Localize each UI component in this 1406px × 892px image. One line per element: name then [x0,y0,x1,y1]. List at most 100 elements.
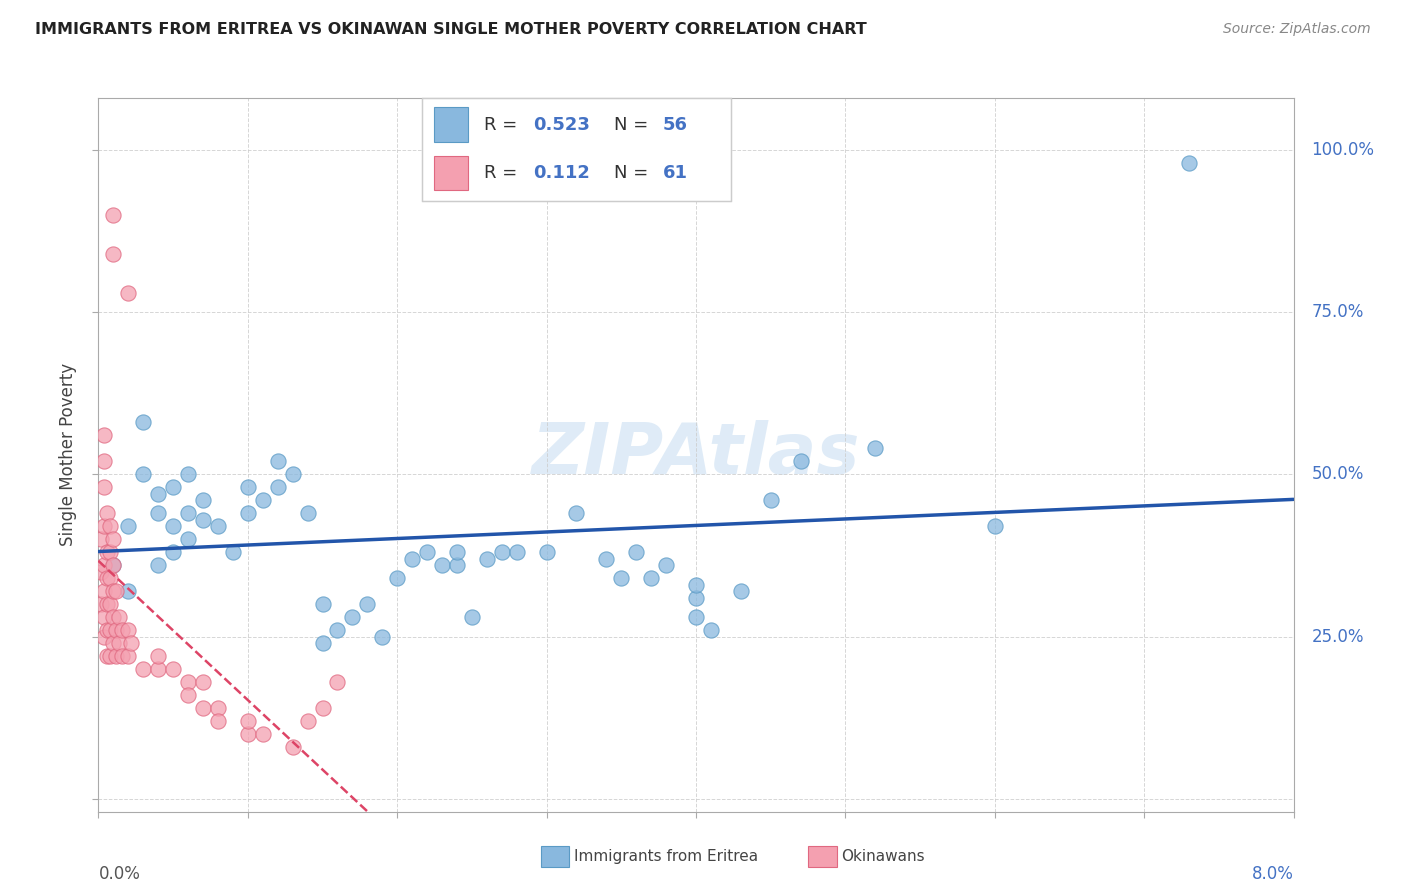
Point [105,623,128,637]
Text: IMMIGRANTS FROM ERITREA VS OKINAWAN SINGLE MOTHER POVERTY CORRELATION CHART: IMMIGRANTS FROM ERITREA VS OKINAWAN SING… [35,22,868,37]
Point [103,636,125,650]
Point [103,584,125,599]
Point [267,480,290,494]
Point [595,551,617,566]
Point [401,551,423,566]
FancyBboxPatch shape [434,155,468,190]
Point [281,739,304,754]
Point [117,285,139,300]
Point [207,701,229,715]
Point [356,597,378,611]
Point [93,630,115,644]
Point [536,545,558,559]
Text: 56: 56 [664,116,688,134]
Point [789,454,811,468]
Point [162,480,184,494]
Point [191,701,214,715]
Point [98,519,122,533]
Text: N =: N = [613,116,654,134]
Point [108,636,131,650]
Point [191,513,214,527]
Point [162,662,184,676]
Point [103,610,125,624]
Point [103,558,125,573]
Point [90,597,112,611]
Point [1178,156,1201,170]
Point [371,630,394,644]
Point [120,636,142,650]
Point [117,519,139,533]
Point [103,208,125,222]
Point [148,506,170,520]
Point [685,577,707,591]
Point [281,467,304,482]
Point [655,558,678,573]
Point [108,610,131,624]
Point [90,565,112,579]
Point [96,506,118,520]
Point [132,467,155,482]
Point [162,545,184,559]
Text: ZIPAtlas: ZIPAtlas [531,420,860,490]
Point [177,533,200,547]
Point [236,506,259,520]
Point [446,545,468,559]
Point [148,648,170,663]
Point [103,247,125,261]
Text: Okinawans: Okinawans [841,849,924,863]
Point [93,428,115,442]
Point [863,442,886,456]
Point [90,533,112,547]
Point [148,487,170,501]
Point [111,648,134,663]
Point [311,597,333,611]
Text: Immigrants from Eritrea: Immigrants from Eritrea [574,849,758,863]
Point [565,506,588,520]
Point [148,558,170,573]
Point [103,533,125,547]
Point [252,493,274,508]
Point [207,519,229,533]
Point [191,675,214,690]
Point [96,648,118,663]
Text: 0.112: 0.112 [533,164,591,182]
Point [416,545,439,559]
Point [222,545,245,559]
Point [506,545,529,559]
Point [624,545,647,559]
Point [103,558,125,573]
Text: N =: N = [613,164,654,182]
Point [177,506,200,520]
Text: 8.0%: 8.0% [1251,865,1294,883]
Point [93,519,115,533]
Point [430,558,453,573]
Point [98,597,122,611]
Point [98,648,122,663]
Point [93,610,115,624]
Text: R =: R = [484,164,529,182]
Point [326,623,349,637]
Point [685,591,707,605]
Point [93,584,115,599]
Point [93,454,115,468]
Point [685,610,707,624]
Point [96,597,118,611]
Text: 0.0%: 0.0% [98,865,141,883]
Point [610,571,633,585]
Point [297,714,319,728]
Point [461,610,484,624]
Point [96,545,118,559]
Point [640,571,662,585]
Point [700,623,723,637]
Point [177,688,200,702]
Point [491,545,513,559]
Text: 50.0%: 50.0% [1312,466,1364,483]
Text: R =: R = [484,116,523,134]
Point [759,493,782,508]
Text: Source: ZipAtlas.com: Source: ZipAtlas.com [1223,22,1371,37]
Point [96,571,118,585]
Point [297,506,319,520]
Point [111,623,134,637]
Point [117,623,139,637]
Point [983,519,1005,533]
